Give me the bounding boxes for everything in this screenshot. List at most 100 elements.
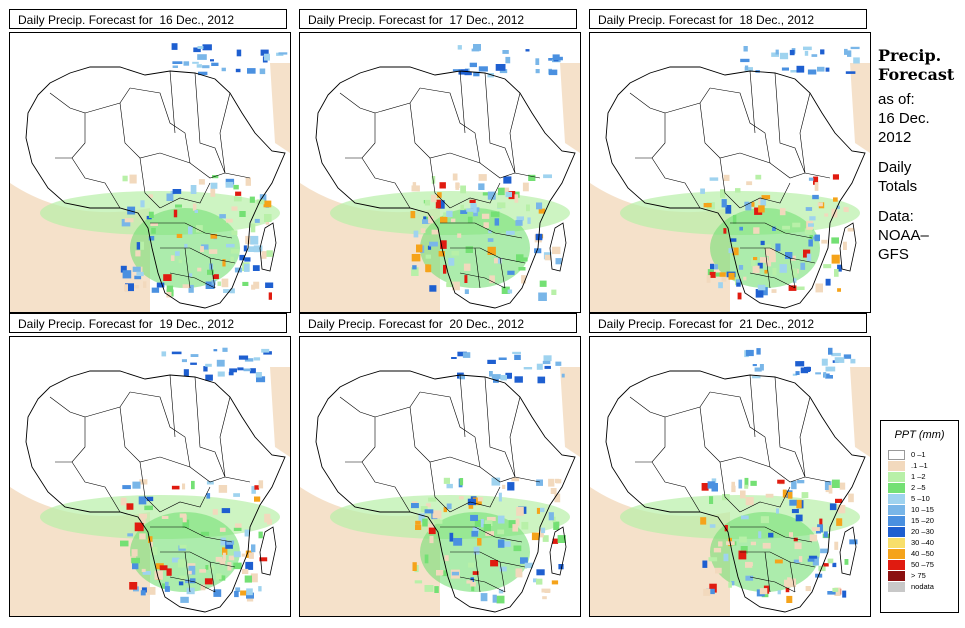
precip-cell: [200, 246, 204, 253]
precip-cell: [487, 238, 494, 242]
precip-cell: [205, 565, 209, 570]
precip-cell: [796, 499, 802, 509]
precip-cell: [498, 492, 502, 502]
precip-cell: [746, 181, 753, 186]
precip-cell: [776, 508, 779, 514]
precip-cell: [792, 269, 798, 278]
country-border: [484, 72, 516, 174]
precip-cell: [484, 520, 493, 526]
country-border: [409, 102, 451, 159]
precip-cell: [216, 573, 222, 580]
precip-cell: [725, 205, 732, 214]
country-border: [339, 92, 376, 159]
map-svg: [590, 33, 870, 312]
precip-cell: [837, 504, 846, 514]
precip-cell: [443, 507, 447, 513]
precip-cell-north: [499, 69, 508, 74]
precip-cell: [250, 573, 258, 583]
precip-cell: [823, 563, 829, 567]
precip-cell-north: [555, 361, 562, 366]
precip-cell: [745, 575, 754, 581]
precip-cell-north: [542, 360, 551, 365]
precip-cell: [455, 182, 460, 188]
precip-cell: [225, 178, 235, 185]
country-border: [219, 396, 251, 483]
precip-map: [589, 32, 871, 313]
precip-cell: [420, 228, 426, 234]
dry-zone-east: [270, 63, 290, 153]
legend-swatch: [888, 504, 905, 515]
precip-cell: [824, 213, 829, 217]
legend-item: 1 –2: [888, 471, 958, 482]
precip-cell: [728, 582, 732, 588]
precip-cell: [244, 263, 250, 272]
panel-5: Daily Precip. Forecast for 21 Dec., 2012: [589, 313, 871, 617]
precip-cell: [120, 497, 127, 506]
map-svg: [590, 337, 870, 616]
precip-cell: [842, 590, 847, 598]
precip-cell: [200, 531, 210, 536]
precip-cell-north: [845, 71, 856, 74]
precip-cell: [745, 497, 754, 506]
legend-swatch: [888, 537, 905, 548]
precip-cell: [710, 263, 714, 270]
precip-cell-north: [850, 358, 856, 364]
precip-cell: [446, 210, 453, 217]
precip-cell-north: [744, 67, 753, 72]
precip-cell: [538, 292, 547, 301]
country-border: [739, 182, 791, 209]
precip-cell-north: [795, 361, 805, 367]
country-border: [739, 152, 806, 179]
precip-cell-north: [263, 351, 272, 355]
precip-cell-north: [821, 358, 828, 366]
precip-cell: [188, 565, 196, 575]
precip-cell: [715, 272, 720, 277]
precip-cell: [772, 267, 777, 276]
country-border: [719, 461, 741, 513]
precip-cell: [124, 218, 134, 223]
precip-cell: [225, 181, 234, 188]
precip-cell: [179, 575, 187, 582]
precip-cell: [539, 528, 544, 538]
country-border: [219, 92, 251, 179]
precip-cell: [132, 481, 141, 489]
precip-cell: [420, 506, 428, 512]
country-border: [49, 396, 86, 463]
precip-cell: [442, 570, 447, 577]
precip-cell: [438, 251, 445, 257]
legend-swatch: [888, 548, 905, 559]
precip-cell: [143, 281, 147, 288]
precip-cell: [791, 481, 797, 490]
precip-cell: [764, 269, 768, 274]
precip-cell: [156, 282, 165, 288]
legend-item: 30 –40: [888, 537, 958, 548]
precip-cell: [448, 257, 455, 266]
precip-cell-north: [237, 367, 244, 371]
precip-cell: [144, 505, 153, 511]
precip-cell-north: [825, 67, 830, 72]
precip-cell: [487, 246, 496, 255]
source-line1: NOAA–: [878, 227, 929, 244]
precip-cell: [829, 503, 837, 511]
precip-cell: [520, 557, 528, 564]
precip-cell: [264, 214, 272, 222]
precip-cell: [847, 227, 854, 232]
precip-cell-north: [820, 49, 825, 55]
precip-cell: [721, 274, 727, 282]
precip-cell-north: [792, 373, 798, 376]
precip-cell: [173, 209, 178, 218]
precip-cell: [809, 235, 813, 239]
precip-cell: [548, 478, 555, 487]
legend-label: 0 –1: [911, 450, 926, 459]
precip-cell: [801, 492, 809, 498]
legend-item: 10 –15: [888, 504, 958, 515]
country-border: [184, 247, 191, 289]
country-border: [429, 157, 451, 209]
legend-item: .1 –1: [888, 460, 958, 471]
precip-cell-north: [183, 369, 189, 377]
precip-cell: [720, 189, 726, 198]
precip-cell-north: [244, 358, 254, 362]
precip-cell: [213, 589, 222, 597]
precip-cell: [148, 236, 155, 241]
precip-map: [299, 336, 581, 617]
